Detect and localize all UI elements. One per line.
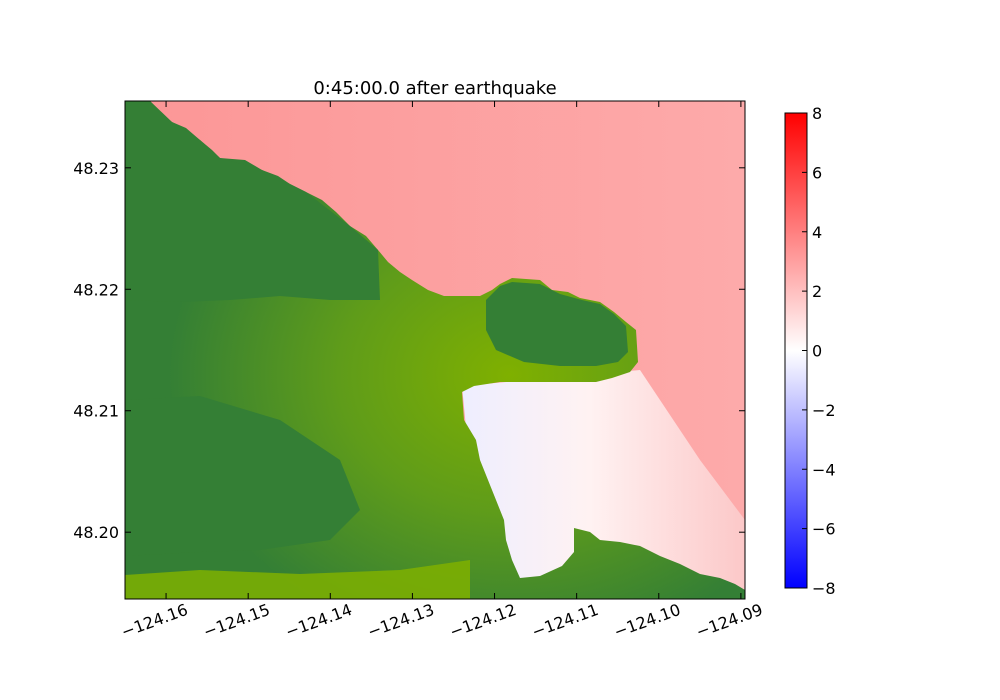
colorbar-ticks: −8 −6 −4 −2 0 2 4 6 8 [802,104,836,598]
x-tick-label: −124.11 [529,600,601,642]
plot-area [125,101,745,599]
colorbar-tick-label: −8 [812,579,836,598]
colorbar-tick-label: 8 [812,104,822,123]
headland [486,282,628,366]
x-tick-label: −124.10 [611,600,683,642]
chart-title: 0:45:00.0 after earthquake [313,78,556,99]
colorbar-tick-label: 2 [812,282,822,301]
x-tick-label: −124.16 [119,600,191,642]
coastal-lowland [125,560,470,599]
x-tick-label: −124.15 [201,600,273,642]
x-tick-label: −124.12 [447,600,519,642]
colorbar-tick-label: −4 [812,460,836,479]
colorbar-tick-label: 0 [812,342,822,361]
colorbar-tick-label: 6 [812,163,822,182]
colorbar-tick-label: −6 [812,520,836,539]
forest-patch [125,396,360,556]
colorbar-tick-label: −2 [812,401,836,420]
y-tick-label: 48.20 [73,523,119,542]
y-tick-label: 48.23 [73,159,119,178]
x-tick-label: −124.09 [693,600,765,642]
forest-patch [125,101,380,302]
x-tick-label: −124.13 [365,600,437,642]
harbor-water-field [462,370,745,599]
y-tick-label: 48.22 [73,280,119,299]
y-tick-label: 48.21 [73,402,119,421]
x-tick-label: −124.14 [283,600,355,642]
axes-frame [124,100,746,600]
colorbar-tick-label: 4 [812,223,822,242]
y-axis: 48.20 48.21 48.22 48.23 [73,159,745,542]
